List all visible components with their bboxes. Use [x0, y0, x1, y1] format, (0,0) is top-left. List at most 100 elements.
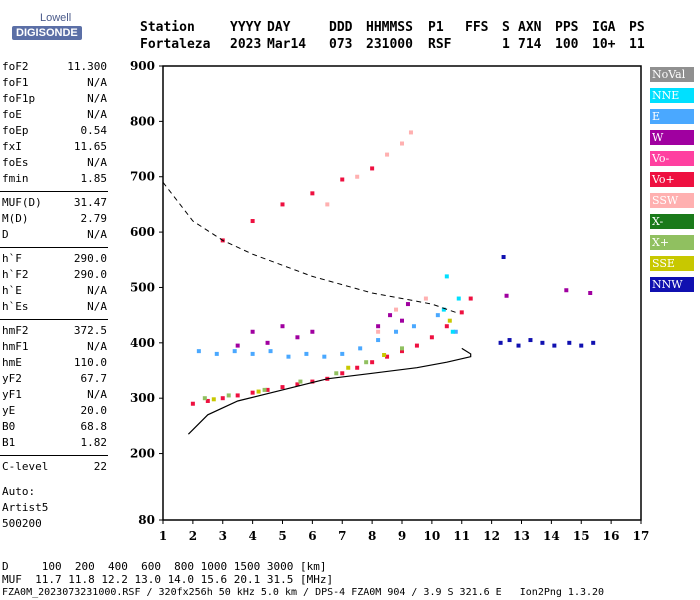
param-value: 11.300: [67, 60, 107, 73]
param-value: 1.82: [80, 436, 108, 449]
x-tick-label: 7: [338, 529, 346, 543]
data-point: [507, 338, 512, 343]
param-label: yF2: [2, 372, 22, 385]
data-point: [295, 335, 300, 340]
data-point: [501, 255, 506, 260]
separator: [0, 319, 108, 320]
data-point: [498, 340, 503, 345]
param-value: 1.85: [80, 172, 108, 185]
data-point: [280, 202, 285, 207]
data-point: [310, 329, 315, 334]
x-tick-label: 14: [543, 529, 560, 543]
data-point: [355, 174, 360, 179]
data-point: [400, 318, 404, 323]
data-point: [408, 130, 413, 135]
data-point: [504, 293, 509, 298]
legend-item: W: [650, 130, 694, 145]
x-tick-label: 11: [453, 529, 470, 543]
param-label: hmF1: [2, 340, 29, 353]
data-point: [370, 360, 375, 365]
data-point: [552, 343, 557, 348]
param-value: 290.0: [73, 268, 107, 281]
data-point: [334, 371, 339, 376]
param-label: yE: [2, 404, 16, 417]
data-point: [250, 219, 255, 224]
data-point: [325, 202, 330, 207]
data-point: [265, 387, 270, 392]
data-point: [346, 365, 351, 370]
header-label: PPS: [555, 20, 579, 35]
header-value: Fortaleza: [140, 37, 211, 52]
data-point: [205, 398, 210, 403]
x-tick-label: 9: [398, 529, 406, 543]
data-point: [376, 329, 381, 334]
header-label: AXN: [518, 20, 542, 35]
header-label: YYYY: [230, 20, 262, 35]
header-value: 714: [518, 37, 542, 52]
data-point: [265, 340, 270, 345]
auto-label: Auto:: [2, 485, 36, 498]
legend-item: E: [650, 109, 694, 124]
x-tick-label: 2: [189, 529, 197, 543]
param-value: 110.0: [73, 356, 107, 369]
data-point: [268, 349, 273, 354]
data-point: [588, 291, 593, 295]
x-tick-label: 10: [424, 529, 441, 543]
x-tick-label: 15: [573, 529, 590, 543]
data-point: [435, 313, 440, 318]
param-label: foF2: [2, 60, 29, 73]
data-point: [232, 349, 237, 354]
x-tick-label: 1: [159, 529, 167, 543]
param-value: 0.54: [80, 124, 108, 137]
data-point: [564, 288, 569, 293]
header-value: 1: [502, 37, 510, 52]
header-value: 10+: [592, 37, 616, 52]
data-point: [450, 329, 455, 334]
param-label: D: [2, 228, 9, 241]
param-value: N/A: [87, 108, 107, 121]
data-point: [591, 340, 596, 345]
data-point: [280, 385, 285, 390]
footer-file-info: FZA0M_2023073231000.RSF / 320fx256h 50 k…: [2, 587, 605, 598]
header-label: PS: [629, 20, 645, 35]
data-point: [405, 302, 410, 307]
param-label: B1: [2, 436, 16, 449]
data-point: [400, 349, 404, 354]
param-value: N/A: [87, 388, 107, 401]
x-tick-label: 16: [603, 529, 620, 543]
data-point: [376, 324, 381, 329]
param-value: N/A: [87, 300, 107, 313]
data-point: [468, 296, 473, 301]
param-value: 31.47: [73, 196, 107, 209]
param-label: hmF2: [2, 324, 29, 337]
param-label: h`F: [2, 252, 22, 265]
data-point: [340, 371, 345, 376]
auto-code: 500200: [2, 517, 42, 530]
data-point: [340, 177, 345, 182]
data-point: [370, 166, 375, 171]
header-label: Station: [140, 20, 195, 35]
x-tick-label: 6: [308, 529, 316, 543]
auto-artist: Artist5: [2, 501, 49, 514]
x-tick-label: 12: [483, 529, 500, 543]
param-label: fmin: [2, 172, 29, 185]
param-label: h`E: [2, 284, 22, 297]
legend-item: NNE: [650, 88, 694, 103]
separator: [0, 191, 108, 192]
data-point: [459, 310, 464, 315]
data-point: [358, 346, 363, 351]
data-point: [250, 390, 255, 395]
y-tick-label: 300: [130, 391, 155, 405]
legend-item: X-: [650, 214, 694, 229]
param-value: 20.0: [80, 404, 108, 417]
param-value: 2.79: [80, 212, 108, 225]
header-label: HHMMSS: [366, 20, 413, 35]
data-point: [340, 351, 345, 356]
data-point: [235, 343, 240, 348]
legend-item: Vo-: [650, 151, 694, 166]
param-label: yF1: [2, 388, 22, 401]
legend-item: X+: [650, 235, 694, 250]
param-value: N/A: [87, 92, 107, 105]
param-value: 290.0: [73, 252, 107, 265]
data-point: [295, 382, 300, 387]
